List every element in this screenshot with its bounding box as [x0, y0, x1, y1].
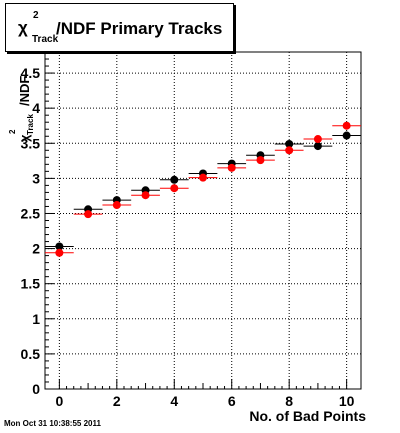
chart-title-box: χ 2 Track /NDF Primary Tracks: [5, 3, 234, 52]
data-point: [256, 156, 265, 165]
x-tick-label: 8: [285, 393, 293, 409]
data-point: [55, 248, 64, 257]
y-label-text: /NDF: [17, 75, 32, 106]
x-tick-label: 10: [339, 393, 355, 409]
y-label-subscript: Track: [26, 114, 35, 135]
x-tick-label: 6: [228, 393, 236, 409]
data-point: [313, 135, 322, 144]
data-point: [84, 210, 93, 219]
y-tick-label: 2.5: [21, 205, 41, 221]
y-tick-label: 4.5: [21, 65, 41, 81]
y-tick-label: 3: [32, 170, 40, 186]
title-subscript: Track: [32, 34, 59, 45]
data-point: [285, 139, 294, 148]
data-point: [141, 191, 150, 200]
y-label-superscript: 2: [8, 129, 17, 134]
data-point: [55, 242, 64, 251]
data-points: [45, 121, 361, 257]
data-point: [170, 175, 179, 184]
x-axis-label: No. of Bad Points: [249, 408, 366, 424]
title-chi-symbol: χ: [18, 18, 28, 37]
data-point: [199, 173, 207, 182]
chart-title: /NDF Primary Tracks: [56, 19, 223, 38]
y-tick-label: 1.5: [21, 276, 41, 292]
y-tick-label: 4: [32, 100, 40, 116]
data-point: [227, 163, 236, 172]
x-tick-label: 2: [113, 393, 121, 409]
data-series: [45, 121, 361, 257]
data-point: [285, 146, 294, 155]
data-point: [313, 142, 322, 151]
data-point: [112, 201, 121, 210]
data-series: [45, 131, 361, 251]
y-tick-label: 1: [32, 311, 40, 327]
title-superscript: 2: [33, 10, 39, 21]
plot-border: [44, 51, 362, 390]
y-tick-label: 2: [32, 241, 40, 257]
y-tick-label: 0.5: [21, 346, 41, 362]
data-point: [342, 131, 351, 140]
y-tick-label: 3.5: [21, 135, 41, 151]
grid-lines: [45, 52, 361, 389]
data-point: [170, 184, 179, 193]
x-tick-label: 4: [170, 393, 178, 409]
y-label-chi: χ: [17, 134, 32, 142]
plot-frame: [44, 51, 362, 390]
data-point: [342, 121, 351, 130]
y-tick-label: 0: [32, 381, 40, 397]
x-tick-label: 0: [55, 393, 63, 409]
y-axis-label: χ 2 Track /NDF: [6, 56, 46, 144]
axes: 0 2 4 6 8 10 0 0.5 1 1.5 2 2.5 3 3.5 4 4.5: [21, 51, 355, 409]
timestamp: Mon Oct 31 10:38:55 2011: [4, 419, 101, 428]
